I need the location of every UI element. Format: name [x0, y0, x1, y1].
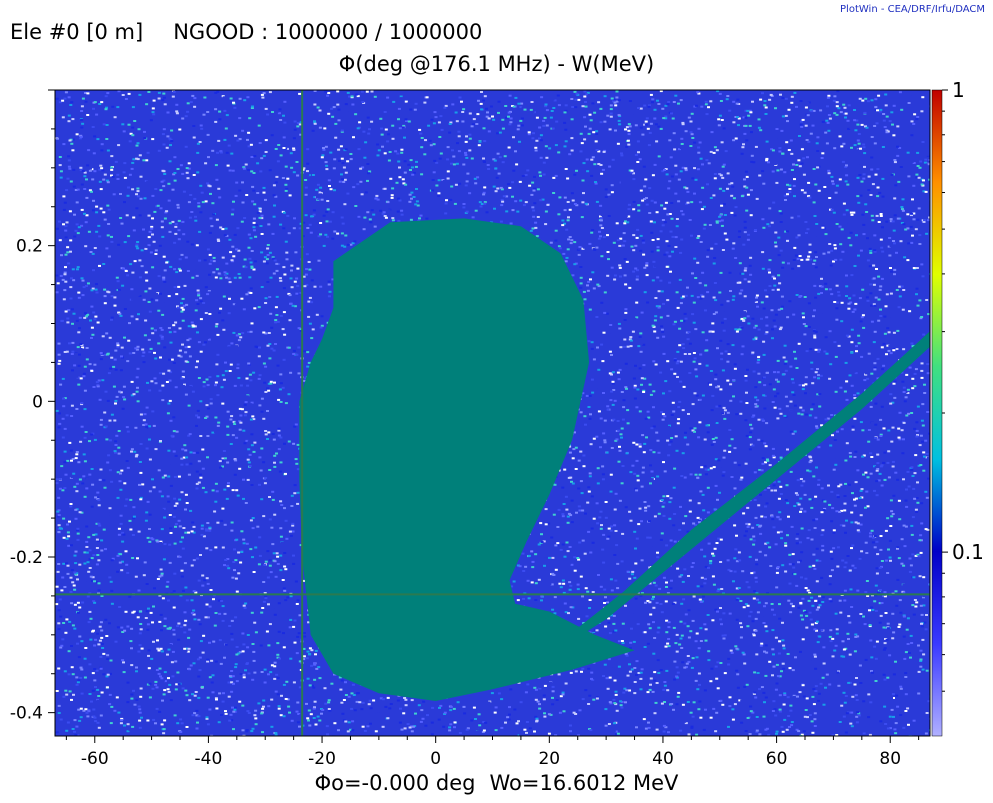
x-tick-label: -40: [195, 749, 223, 769]
reference-phase: Φo=-0.000 deg: [314, 771, 476, 795]
y-tick-label: -0.2: [10, 548, 43, 568]
beam-region-layer: [299, 218, 930, 701]
colorbar-ticks: 10.1: [942, 78, 984, 692]
element-label: Ele #0 [0 m]: [10, 20, 144, 44]
x-tick-label: -60: [81, 749, 109, 769]
colorbar-label: 0.1: [952, 540, 984, 564]
x-tick-label: 60: [766, 749, 788, 769]
footer-reference: Φo=-0.000 deg Wo=16.6012 MeV: [0, 771, 993, 795]
colorbar-label: 1: [952, 78, 965, 102]
x-tick-label: 20: [538, 749, 560, 769]
y-tick-label: 0.2: [16, 237, 43, 257]
y-tick-label: -0.4: [10, 704, 43, 724]
reference-lines: [55, 90, 930, 736]
region-core: [299, 218, 635, 701]
x-tick-label: -20: [308, 749, 336, 769]
ngood-label: NGOOD : 1000000 / 1000000: [173, 20, 483, 44]
colorbar: [932, 90, 942, 736]
y-tick-label: 0: [32, 392, 43, 412]
axis-layer: -60 -40 -20 0 20 40 60 80 0.2 0 -0.2 -0.4: [10, 89, 920, 769]
info-line: Ele #0 [0 m] NGOOD : 1000000 / 1000000: [10, 20, 482, 44]
x-tick-label: 40: [652, 749, 674, 769]
chart-title: Φ(deg @176.1 MHz) - W(MeV): [338, 52, 655, 76]
brand-label: PlotWin - CEA/DRF/Irfu/DACM: [840, 4, 985, 15]
x-tick-label: 0: [430, 749, 441, 769]
reference-energy: Wo=16.6012 MeV: [489, 771, 679, 795]
x-tick-label: 80: [879, 749, 901, 769]
